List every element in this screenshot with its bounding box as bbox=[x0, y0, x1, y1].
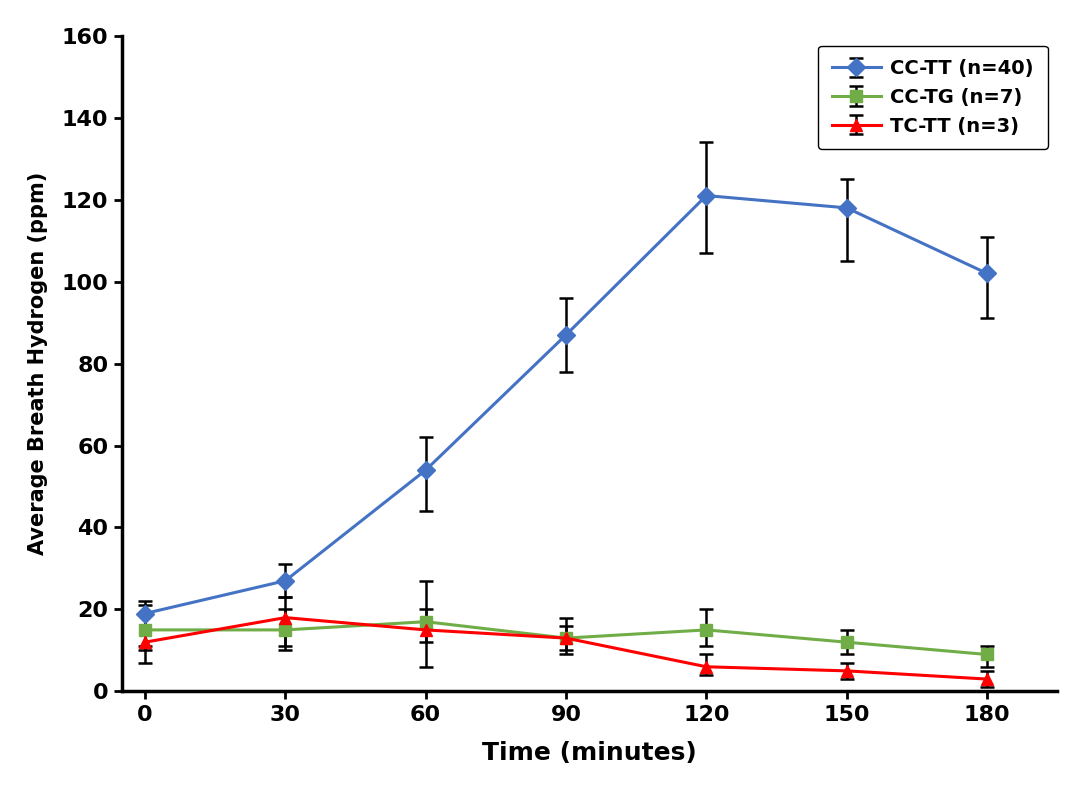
X-axis label: Time (minutes): Time (minutes) bbox=[482, 741, 697, 765]
Legend: CC-TT (n=40), CC-TG (n=7), TC-TT (n=3): CC-TT (n=40), CC-TG (n=7), TC-TT (n=3) bbox=[818, 45, 1047, 149]
Y-axis label: Average Breath Hydrogen (ppm): Average Breath Hydrogen (ppm) bbox=[28, 172, 48, 555]
